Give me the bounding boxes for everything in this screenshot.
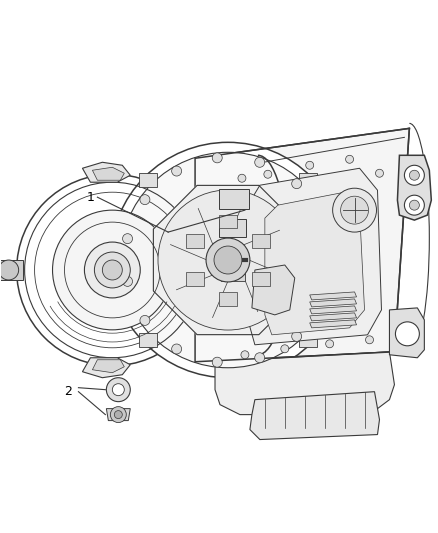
- Circle shape: [110, 407, 126, 423]
- FancyBboxPatch shape: [219, 219, 246, 237]
- FancyBboxPatch shape: [0, 260, 23, 280]
- Polygon shape: [92, 167, 124, 180]
- Polygon shape: [82, 358, 130, 378]
- Polygon shape: [310, 292, 357, 300]
- Polygon shape: [252, 265, 295, 315]
- Text: 1: 1: [86, 191, 94, 204]
- Circle shape: [292, 332, 302, 341]
- FancyBboxPatch shape: [219, 214, 237, 229]
- Circle shape: [317, 297, 327, 307]
- Circle shape: [366, 336, 374, 344]
- Circle shape: [95, 252, 130, 288]
- Circle shape: [375, 169, 384, 177]
- Circle shape: [102, 260, 122, 280]
- Circle shape: [404, 195, 424, 215]
- Circle shape: [112, 384, 124, 395]
- Circle shape: [172, 166, 182, 176]
- FancyBboxPatch shape: [221, 264, 245, 281]
- Circle shape: [114, 410, 122, 418]
- Circle shape: [255, 157, 265, 167]
- Circle shape: [123, 233, 133, 244]
- Circle shape: [172, 344, 182, 354]
- Circle shape: [140, 195, 150, 205]
- Polygon shape: [265, 192, 364, 335]
- Polygon shape: [82, 162, 130, 182]
- Circle shape: [238, 174, 246, 182]
- Circle shape: [410, 200, 419, 210]
- Circle shape: [264, 170, 272, 178]
- Circle shape: [53, 210, 172, 330]
- Circle shape: [212, 357, 222, 367]
- Polygon shape: [310, 299, 357, 307]
- Polygon shape: [92, 360, 124, 373]
- FancyBboxPatch shape: [252, 234, 270, 248]
- Polygon shape: [248, 168, 381, 345]
- Circle shape: [214, 246, 242, 274]
- FancyBboxPatch shape: [299, 333, 317, 346]
- Circle shape: [346, 155, 353, 163]
- Circle shape: [306, 161, 314, 169]
- Circle shape: [110, 142, 346, 378]
- Polygon shape: [153, 185, 303, 335]
- Polygon shape: [310, 320, 357, 328]
- Circle shape: [206, 238, 250, 282]
- Circle shape: [332, 188, 377, 232]
- Circle shape: [396, 322, 419, 346]
- Circle shape: [404, 165, 424, 185]
- FancyBboxPatch shape: [139, 333, 157, 346]
- Circle shape: [241, 351, 249, 359]
- FancyBboxPatch shape: [219, 292, 237, 305]
- Circle shape: [292, 179, 302, 189]
- Polygon shape: [195, 128, 410, 362]
- Circle shape: [281, 345, 289, 353]
- Circle shape: [326, 340, 334, 348]
- Text: 2: 2: [64, 385, 72, 398]
- FancyBboxPatch shape: [186, 234, 204, 248]
- Circle shape: [120, 152, 336, 368]
- FancyBboxPatch shape: [299, 173, 317, 187]
- Circle shape: [17, 174, 208, 366]
- Circle shape: [123, 277, 133, 286]
- Circle shape: [410, 170, 419, 180]
- FancyBboxPatch shape: [139, 173, 157, 187]
- Circle shape: [85, 242, 140, 298]
- Polygon shape: [215, 352, 395, 415]
- Circle shape: [326, 255, 336, 265]
- Polygon shape: [250, 392, 379, 440]
- FancyBboxPatch shape: [186, 272, 204, 286]
- FancyBboxPatch shape: [252, 272, 270, 286]
- Circle shape: [212, 153, 222, 163]
- Polygon shape: [389, 308, 424, 358]
- Circle shape: [140, 316, 150, 325]
- Polygon shape: [106, 409, 130, 421]
- FancyBboxPatch shape: [219, 189, 249, 209]
- Circle shape: [317, 213, 327, 223]
- Polygon shape: [310, 306, 357, 314]
- Circle shape: [0, 260, 19, 280]
- Polygon shape: [310, 313, 357, 321]
- Circle shape: [158, 190, 298, 330]
- Circle shape: [255, 353, 265, 363]
- Circle shape: [106, 378, 130, 402]
- Circle shape: [341, 196, 368, 224]
- Polygon shape: [397, 155, 431, 220]
